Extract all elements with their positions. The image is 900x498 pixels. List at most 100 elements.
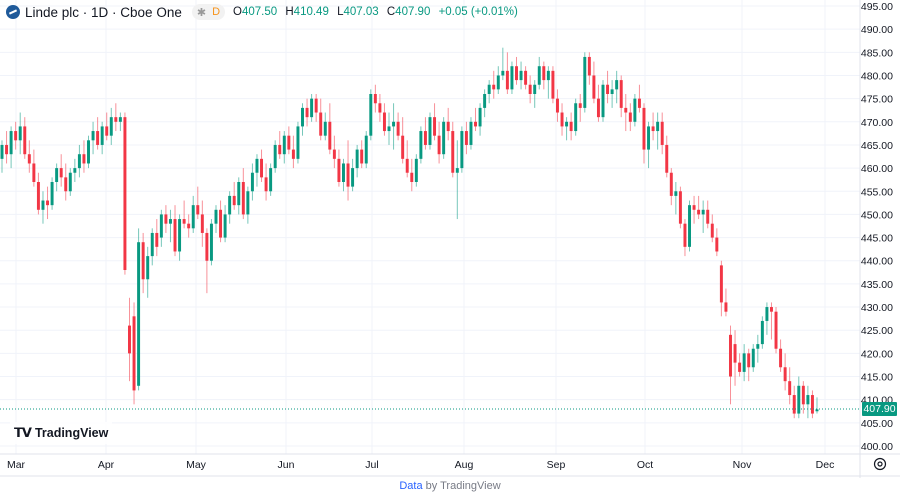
candle-body	[232, 195, 236, 206]
candle	[228, 191, 232, 224]
symbol-legend: Linde plc · 1D · Cboe One ✱ D O407.50 H4…	[6, 4, 523, 20]
candle-body	[301, 107, 304, 127]
candle-body	[319, 112, 323, 136]
candle-body	[483, 94, 487, 108]
candle-body	[378, 103, 382, 113]
candle-body	[587, 56, 591, 76]
candle-body	[273, 144, 277, 169]
market-status-pill[interactable]: ✱ D	[191, 4, 226, 20]
candle-body	[610, 89, 614, 94]
candle-body	[601, 84, 605, 118]
candle	[50, 177, 54, 210]
time-axis[interactable]: Mar Apr May Jun Jul Aug Sep Oct Nov Dec	[7, 459, 834, 471]
candle-body	[382, 112, 386, 132]
time-tick-label: Jun	[278, 459, 295, 471]
candle-body	[428, 117, 432, 145]
candle-body	[792, 395, 796, 414]
candle	[428, 112, 432, 150]
candle-body	[387, 126, 391, 132]
candle	[729, 325, 732, 405]
candle	[688, 200, 691, 252]
data-link[interactable]: Data	[399, 480, 423, 492]
candle-body	[196, 205, 200, 215]
candle-body	[50, 182, 54, 206]
candle-body	[524, 70, 528, 85]
candle	[483, 89, 487, 118]
candle-body	[209, 223, 213, 261]
candle	[765, 302, 769, 335]
price-tick-label: 400.00	[861, 441, 893, 453]
candle	[701, 200, 705, 233]
time-tick-label: Sep	[547, 459, 566, 471]
candle	[760, 316, 764, 349]
candle	[196, 186, 200, 220]
candle-body	[464, 131, 468, 145]
candle	[628, 103, 632, 132]
candle-body	[351, 168, 355, 187]
symbol-title[interactable]: Linde plc · 1D · Cboe One	[25, 4, 182, 20]
candle-body	[337, 158, 341, 182]
candle	[578, 94, 582, 122]
candle-body	[396, 121, 400, 136]
candle-body	[769, 307, 773, 312]
candle-body	[710, 223, 714, 238]
candle-body	[419, 131, 423, 159]
candle-body	[765, 307, 769, 321]
candle-body	[806, 395, 810, 405]
candle-body	[546, 70, 550, 81]
candle-body	[219, 209, 223, 238]
close-value: 407.90	[395, 6, 431, 18]
candle-body	[68, 172, 72, 192]
candle-body	[296, 126, 300, 159]
candle	[742, 344, 746, 382]
candle-body	[756, 344, 760, 349]
candle-body	[519, 70, 523, 81]
candle	[32, 149, 36, 187]
candle	[319, 98, 323, 141]
candle	[109, 107, 113, 145]
candle-body	[510, 66, 514, 90]
tradingview-logo-text: TradingView	[34, 426, 109, 440]
candle	[342, 158, 345, 192]
candle-body	[332, 149, 336, 159]
candle	[801, 381, 805, 414]
candle	[173, 205, 177, 257]
candle-body	[205, 232, 209, 261]
candles	[0, 47, 819, 419]
candle-body	[469, 121, 473, 145]
candle	[14, 121, 18, 150]
candle	[364, 131, 368, 169]
candle	[810, 390, 814, 419]
candle	[414, 154, 418, 187]
candle-body	[478, 107, 482, 127]
candle	[606, 70, 610, 104]
price-axis[interactable]: 495.00 490.00 485.00 480.00 475.00 470.00 465.…	[861, 1, 893, 453]
candle-body	[592, 75, 596, 99]
candle-body	[141, 242, 145, 280]
candle	[287, 126, 291, 155]
tradingview-logo[interactable]: 𝗧𝗩 TradingView	[10, 422, 113, 444]
candle-body	[665, 144, 669, 173]
candle	[660, 112, 664, 155]
candle-body	[150, 232, 154, 257]
candle	[624, 94, 628, 132]
attribution-text: by TradingView	[422, 480, 501, 492]
candle	[9, 126, 13, 169]
time-tick-label: Dec	[816, 459, 835, 471]
candle	[396, 112, 400, 141]
low-label: L	[337, 6, 344, 18]
candle	[569, 112, 573, 141]
candle	[209, 219, 213, 266]
grid-lines	[0, 0, 860, 454]
candle-body	[569, 121, 573, 132]
candle	[797, 376, 801, 419]
candle	[191, 195, 195, 233]
candle-body	[228, 195, 232, 215]
candle	[219, 200, 223, 243]
settings-gear-icon[interactable]	[873, 457, 887, 471]
candle	[55, 163, 59, 192]
candle	[200, 200, 204, 247]
candle	[533, 80, 537, 108]
candle	[542, 61, 546, 90]
candlestick-chart[interactable]: 495.00 490.00 485.00 480.00 475.00 470.00 465.…	[0, 0, 900, 478]
